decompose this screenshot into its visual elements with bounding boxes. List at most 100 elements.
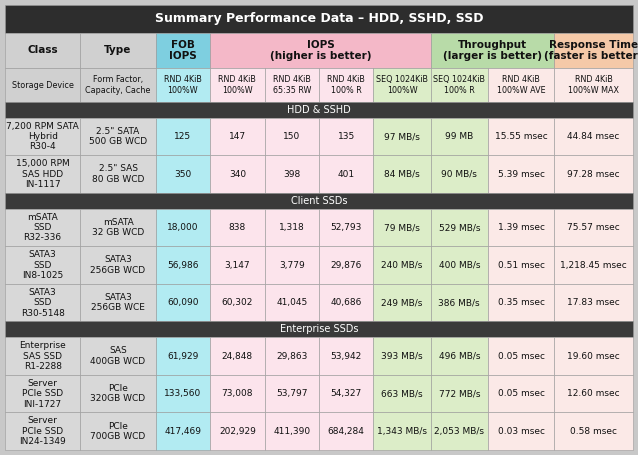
- Bar: [431, 337, 488, 375]
- Text: 79 MB/s: 79 MB/s: [384, 223, 420, 232]
- Text: Enterprise
SAS SSD
R1-2288: Enterprise SAS SSD R1-2288: [19, 341, 66, 371]
- Text: RND 4KiB
65:35 RW: RND 4KiB 65:35 RW: [272, 76, 311, 95]
- Text: 2,053 MB/s: 2,053 MB/s: [434, 427, 484, 436]
- Text: 29,863: 29,863: [276, 352, 308, 360]
- Text: 0.05 msec: 0.05 msec: [498, 389, 544, 398]
- Bar: [373, 412, 431, 450]
- Text: Response Time
(faster is better): Response Time (faster is better): [544, 40, 638, 61]
- Text: Server
PCIe SSD
IN24-1349: Server PCIe SSD IN24-1349: [19, 416, 66, 446]
- Text: 1,343 MB/s: 1,343 MB/s: [377, 427, 427, 436]
- Bar: [373, 155, 431, 193]
- Bar: [156, 375, 210, 412]
- Text: 84 MB/s: 84 MB/s: [384, 170, 420, 179]
- Text: 147: 147: [229, 132, 246, 141]
- Bar: [488, 118, 554, 155]
- Text: 15,000 RPM
SAS HDD
IN-1117: 15,000 RPM SAS HDD IN-1117: [16, 159, 70, 189]
- Text: RND 4KiB
100%W MAX: RND 4KiB 100%W MAX: [568, 76, 619, 95]
- Text: SATA3
256GB WCE: SATA3 256GB WCE: [91, 293, 145, 312]
- Bar: [156, 155, 210, 193]
- Text: 53,942: 53,942: [330, 352, 362, 360]
- Text: 400 MB/s: 400 MB/s: [438, 261, 480, 269]
- Bar: [265, 412, 319, 450]
- Bar: [210, 375, 265, 412]
- Bar: [554, 284, 633, 321]
- Bar: [554, 209, 633, 246]
- Text: 240 MB/s: 240 MB/s: [382, 261, 423, 269]
- Bar: [488, 412, 554, 450]
- Text: 97 MB/s: 97 MB/s: [384, 132, 420, 141]
- Text: 3,779: 3,779: [279, 261, 305, 269]
- Text: 393 MB/s: 393 MB/s: [382, 352, 423, 360]
- Bar: [210, 209, 265, 246]
- Bar: [210, 337, 265, 375]
- Text: 3,147: 3,147: [225, 261, 250, 269]
- Bar: [5, 375, 80, 412]
- Text: 684,284: 684,284: [328, 427, 365, 436]
- Text: SATA3
256GB WCD: SATA3 256GB WCD: [91, 255, 145, 275]
- Text: 29,876: 29,876: [330, 261, 362, 269]
- Text: 411,390: 411,390: [273, 427, 310, 436]
- Text: 61,929: 61,929: [167, 352, 198, 360]
- Bar: [265, 68, 319, 102]
- Bar: [80, 209, 156, 246]
- Text: 663 MB/s: 663 MB/s: [382, 389, 423, 398]
- Text: 838: 838: [229, 223, 246, 232]
- Bar: [488, 337, 554, 375]
- Text: PCIe
320GB WCD: PCIe 320GB WCD: [91, 384, 145, 403]
- Text: 417,469: 417,469: [165, 427, 202, 436]
- Text: Form Factor,
Capacity, Cache: Form Factor, Capacity, Cache: [85, 76, 151, 95]
- Bar: [554, 337, 633, 375]
- Bar: [554, 155, 633, 193]
- Bar: [319, 337, 373, 375]
- Bar: [431, 155, 488, 193]
- Bar: [265, 155, 319, 193]
- Text: Server
PCIe SSD
INI-1727: Server PCIe SSD INI-1727: [22, 379, 63, 409]
- Text: 2.5" SATA
500 GB WCD: 2.5" SATA 500 GB WCD: [89, 127, 147, 146]
- Text: 0.05 msec: 0.05 msec: [498, 352, 544, 360]
- Text: 56,986: 56,986: [167, 261, 198, 269]
- Bar: [5, 412, 80, 450]
- Bar: [80, 246, 156, 284]
- Text: 44.84 msec: 44.84 msec: [567, 132, 619, 141]
- Text: 496 MB/s: 496 MB/s: [438, 352, 480, 360]
- Text: 12.60 msec: 12.60 msec: [567, 389, 620, 398]
- Bar: [319, 118, 373, 155]
- Text: 1,218.45 msec: 1,218.45 msec: [560, 261, 627, 269]
- Bar: [554, 375, 633, 412]
- Text: SATA3
SSD
R30-5148: SATA3 SSD R30-5148: [21, 288, 64, 318]
- Bar: [156, 246, 210, 284]
- Bar: [488, 284, 554, 321]
- Bar: [431, 246, 488, 284]
- Text: 1.39 msec: 1.39 msec: [498, 223, 544, 232]
- Bar: [80, 337, 156, 375]
- Bar: [210, 155, 265, 193]
- Bar: [5, 337, 80, 375]
- Bar: [5, 209, 80, 246]
- Text: 53,797: 53,797: [276, 389, 308, 398]
- Text: 19.60 msec: 19.60 msec: [567, 352, 620, 360]
- Bar: [210, 33, 431, 68]
- Text: IOPS
(higher is better): IOPS (higher is better): [270, 40, 371, 61]
- Bar: [210, 246, 265, 284]
- Text: SATA3
SSD
IN8-1025: SATA3 SSD IN8-1025: [22, 250, 63, 280]
- Text: 5.39 msec: 5.39 msec: [498, 170, 544, 179]
- Text: 202,929: 202,929: [219, 427, 256, 436]
- Bar: [319, 375, 373, 412]
- Bar: [80, 118, 156, 155]
- Text: 60,302: 60,302: [221, 298, 253, 307]
- Text: 0.03 msec: 0.03 msec: [498, 427, 544, 436]
- Bar: [265, 246, 319, 284]
- Text: Type: Type: [105, 46, 131, 56]
- Text: 15.55 msec: 15.55 msec: [494, 132, 547, 141]
- Text: 17.83 msec: 17.83 msec: [567, 298, 620, 307]
- Bar: [5, 193, 633, 209]
- Bar: [5, 118, 80, 155]
- Bar: [80, 412, 156, 450]
- Bar: [80, 375, 156, 412]
- Text: 1,318: 1,318: [279, 223, 305, 232]
- Bar: [156, 118, 210, 155]
- Text: 772 MB/s: 772 MB/s: [438, 389, 480, 398]
- Bar: [5, 5, 633, 33]
- Text: RND 4KiB
100%W AVE: RND 4KiB 100%W AVE: [497, 76, 545, 95]
- Bar: [554, 118, 633, 155]
